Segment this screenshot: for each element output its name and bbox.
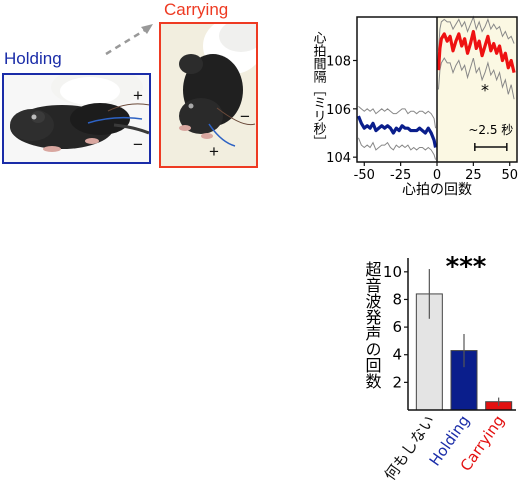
- bar-y-tick-label: 4: [392, 346, 402, 364]
- holding-mouse-illustration: [10, 75, 149, 152]
- significance-star: *: [481, 81, 489, 100]
- holding-label: Holding: [4, 49, 62, 68]
- line-chart-x-axis-label: 心拍の回数: [402, 182, 472, 198]
- bar-y-tick-label: 8: [392, 290, 402, 308]
- carrying-mouse-illustration: [179, 24, 256, 147]
- bar-y-tick-label: 10: [383, 263, 402, 281]
- carrying-photo: [159, 22, 258, 168]
- x-tick-label: 25: [465, 168, 482, 183]
- y-tick-label: 106: [326, 103, 351, 118]
- y-tick-label: 108: [326, 55, 351, 70]
- carrying-plus-sign: +: [209, 142, 219, 161]
- x-tick-label: 50: [501, 168, 518, 183]
- x-tick-label: -50: [354, 168, 375, 183]
- bar-y-tick-label: 6: [392, 318, 402, 336]
- post-sem-lower: [437, 57, 515, 100]
- x-tick-label: 0: [433, 168, 441, 183]
- bar-y-tick-label: 2: [392, 373, 402, 391]
- holding-plus-sign: +: [133, 86, 143, 105]
- holding-photo: [2, 73, 151, 164]
- post-mean-line: [436, 29, 516, 73]
- pre-mean-line: [356, 115, 438, 148]
- y-tick-label: 104: [326, 151, 351, 166]
- bar-chart-y-axis-label: 超音波発声の回数: [363, 261, 382, 389]
- line-chart-y-axis-label: 心拍間隔［ミリ秒］: [311, 31, 327, 148]
- bar-category-label: 何もしない: [381, 412, 439, 484]
- bar-chart-significance: ***: [446, 252, 487, 282]
- carrying-minus-sign: −: [240, 107, 250, 126]
- scale-bar-label: ~2.5 秒: [468, 123, 513, 137]
- x-tick-label: -25: [390, 168, 411, 183]
- post-sem-upper: [437, 15, 515, 51]
- pre-sem-upper: [358, 106, 437, 129]
- carrying-label: Carrying: [164, 0, 229, 19]
- holding-minus-sign: −: [133, 135, 143, 154]
- pre-sem-lower: [357, 137, 437, 160]
